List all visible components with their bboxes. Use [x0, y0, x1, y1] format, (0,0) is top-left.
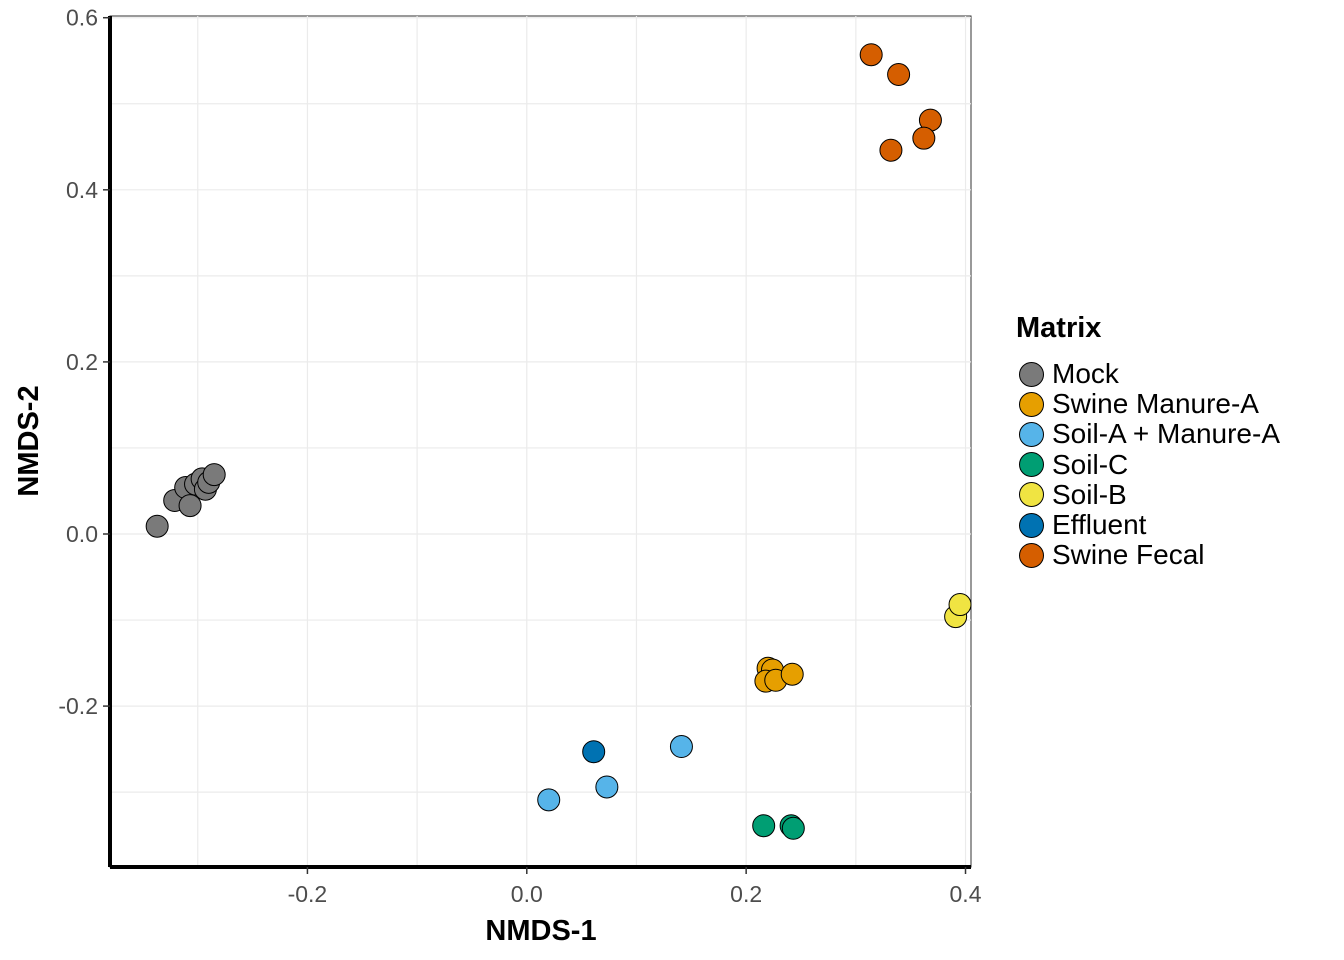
y-tick-label: -0.2	[58, 693, 98, 719]
legend-label-swine-manure-a: Swine Manure-A	[1052, 388, 1259, 420]
legend-swatch-swine-fecal	[1019, 542, 1044, 568]
point-swine-fecal	[887, 63, 911, 87]
point-effluent	[582, 740, 606, 764]
point-swine-manure-a	[780, 662, 804, 686]
legend: Matrix Mock Swine Manure-A Soil-A + Manu…	[1016, 312, 1280, 570]
legend-item-swine-fecal: Swine Fecal	[1016, 539, 1280, 571]
legend-item-soil-c: Soil-C	[1016, 448, 1280, 480]
legend-swatch-soil-a-manure-a	[1019, 421, 1044, 447]
point-soil-c	[781, 816, 805, 840]
legend-item-soil-a-manure-a: Soil-A + Manure-A	[1016, 418, 1280, 450]
legend-item-effluent: Effluent	[1016, 509, 1280, 541]
legend-label-soil-b: Soil-B	[1052, 478, 1127, 510]
legend-label-swine-fecal: Swine Fecal	[1052, 539, 1205, 571]
legend-label-effluent: Effluent	[1052, 509, 1147, 541]
legend-item-mock: Mock	[1016, 358, 1280, 390]
point-soil-c	[752, 814, 776, 838]
y-tick-label: 0.2	[66, 349, 98, 375]
y-tick-label: 0.0	[66, 521, 98, 547]
point-mock	[178, 494, 202, 518]
point-soil-a-manure-a	[595, 775, 619, 799]
y-axis-ticks: -0.2 0.0 0.2 0.4 0.6	[58, 5, 110, 719]
x-axis-title: NMDS-1	[485, 915, 596, 947]
point-soil-a-manure-a	[669, 735, 693, 759]
x-tick-label: 0.0	[511, 881, 543, 907]
legend-label-soil-c: Soil-C	[1052, 448, 1129, 480]
x-tick-label: 0.4	[950, 881, 982, 907]
y-tick-label: 0.6	[66, 5, 98, 31]
legend-item-soil-b: Soil-B	[1016, 478, 1280, 510]
legend-label-soil-a-manure-a: Soil-A + Manure-A	[1052, 418, 1280, 450]
plot-panel	[109, 15, 972, 868]
point-mock	[145, 514, 169, 538]
legend-swatch-mock	[1019, 361, 1044, 387]
legend-item-swine-manure-a: Swine Manure-A	[1016, 388, 1280, 420]
legend-title: Matrix	[1016, 312, 1102, 344]
point-swine-fecal	[859, 43, 883, 67]
legend-swatch-swine-manure-a	[1019, 391, 1044, 417]
x-tick-label: -0.2	[288, 881, 328, 907]
point-soil-b	[948, 593, 972, 617]
point-mock	[202, 463, 226, 487]
point-soil-a-manure-a	[537, 788, 561, 812]
x-tick-label: 0.2	[730, 881, 762, 907]
legend-swatch-soil-c	[1019, 452, 1044, 478]
point-swine-fecal	[879, 138, 903, 162]
y-axis-title: NMDS-2	[13, 385, 45, 496]
x-axis-ticks: -0.2 0.0 0.2 0.4	[288, 867, 982, 907]
legend-swatch-soil-b	[1019, 482, 1044, 508]
legend-swatch-effluent	[1019, 512, 1044, 538]
legend-label-mock: Mock	[1052, 358, 1119, 390]
data-points	[145, 43, 972, 840]
point-swine-fecal	[912, 126, 936, 150]
y-tick-label: 0.4	[66, 177, 98, 203]
